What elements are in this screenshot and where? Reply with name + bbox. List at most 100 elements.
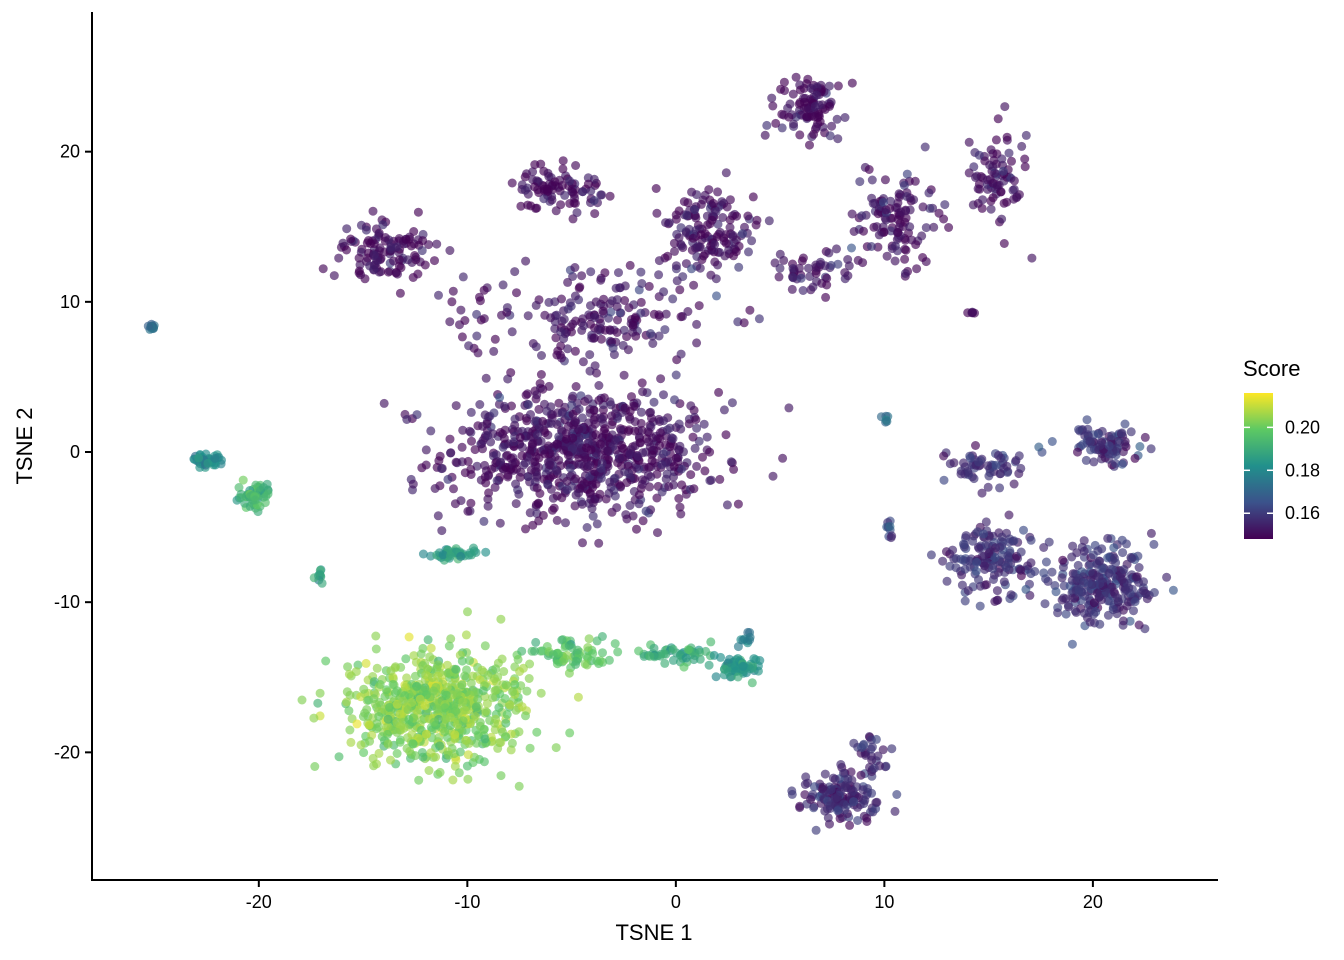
data-point <box>522 416 532 426</box>
data-point <box>354 253 364 263</box>
data-point <box>450 761 460 771</box>
data-point <box>846 767 856 777</box>
data-point <box>537 351 546 360</box>
data-point <box>636 267 646 277</box>
data-point <box>585 350 595 360</box>
data-point <box>604 655 614 665</box>
data-point <box>839 799 849 809</box>
data-point <box>840 113 850 122</box>
data-point <box>1139 586 1149 596</box>
data-point <box>811 825 821 835</box>
data-point <box>463 607 472 617</box>
data-point <box>540 449 550 459</box>
data-point <box>918 253 928 262</box>
data-point <box>433 660 443 670</box>
data-point <box>1009 479 1019 489</box>
data-point <box>481 373 491 383</box>
data-point <box>545 457 555 467</box>
data-point <box>478 421 488 431</box>
data-point <box>918 202 928 212</box>
data-point <box>754 314 764 324</box>
data-point <box>686 470 696 480</box>
data-point <box>466 464 476 474</box>
data-point <box>599 294 609 304</box>
data-point <box>404 714 414 724</box>
data-point <box>612 503 622 513</box>
data-point <box>695 647 705 657</box>
data-point <box>522 686 532 696</box>
data-point <box>1095 579 1105 589</box>
data-point <box>787 284 797 294</box>
data-point <box>407 730 417 740</box>
x-tick-label: -10 <box>454 892 480 912</box>
data-point <box>557 181 567 190</box>
data-point <box>1117 535 1127 545</box>
data-point <box>563 450 573 460</box>
data-point <box>824 248 834 258</box>
data-point <box>433 671 443 681</box>
data-point <box>1095 556 1105 566</box>
data-point <box>516 201 526 211</box>
data-point <box>885 521 895 531</box>
data-point <box>669 461 679 471</box>
data-point <box>695 654 705 664</box>
data-point <box>603 446 612 456</box>
data-point <box>1126 427 1136 437</box>
data-point <box>620 281 630 291</box>
data-point <box>654 256 664 266</box>
data-point <box>731 247 741 257</box>
data-point <box>721 430 731 440</box>
data-point <box>971 173 980 182</box>
data-point <box>520 172 530 182</box>
data-point <box>611 283 621 293</box>
data-point <box>596 190 606 200</box>
data-point <box>872 797 882 807</box>
data-point <box>1023 561 1032 571</box>
data-point <box>463 456 473 466</box>
data-point <box>511 499 521 509</box>
data-point <box>712 291 721 301</box>
data-point <box>650 652 659 662</box>
data-point <box>499 667 509 676</box>
data-point <box>616 425 626 435</box>
data-point <box>1004 510 1014 520</box>
data-point <box>418 236 428 246</box>
data-point <box>593 325 603 335</box>
data-point <box>587 504 597 513</box>
data-point <box>578 357 588 367</box>
data-point <box>1079 608 1089 618</box>
data-point <box>999 577 1009 587</box>
data-point <box>686 401 696 411</box>
data-point <box>661 218 671 228</box>
data-point <box>912 264 922 274</box>
data-point <box>872 222 882 232</box>
data-point <box>539 194 549 204</box>
data-point <box>1130 453 1140 463</box>
data-point <box>1104 569 1114 579</box>
data-point <box>583 179 593 189</box>
data-point <box>824 81 834 91</box>
data-point <box>1117 459 1127 469</box>
data-point <box>483 431 493 440</box>
data-point <box>440 727 450 736</box>
data-point <box>671 261 681 271</box>
data-point <box>690 443 700 453</box>
data-point <box>568 433 578 443</box>
data-point <box>356 220 366 230</box>
data-point <box>1068 593 1077 603</box>
data-point <box>383 714 393 724</box>
data-point <box>993 114 1003 124</box>
data-point <box>386 244 396 254</box>
data-point <box>536 159 546 169</box>
data-point <box>715 474 725 484</box>
data-point <box>582 443 591 453</box>
data-point <box>515 667 525 676</box>
data-point <box>403 705 413 715</box>
data-point <box>475 400 485 409</box>
data-point <box>425 652 435 662</box>
data-point <box>475 718 485 727</box>
data-point <box>574 283 584 293</box>
data-point <box>785 99 795 109</box>
data-point <box>796 273 806 283</box>
data-point <box>496 771 506 781</box>
